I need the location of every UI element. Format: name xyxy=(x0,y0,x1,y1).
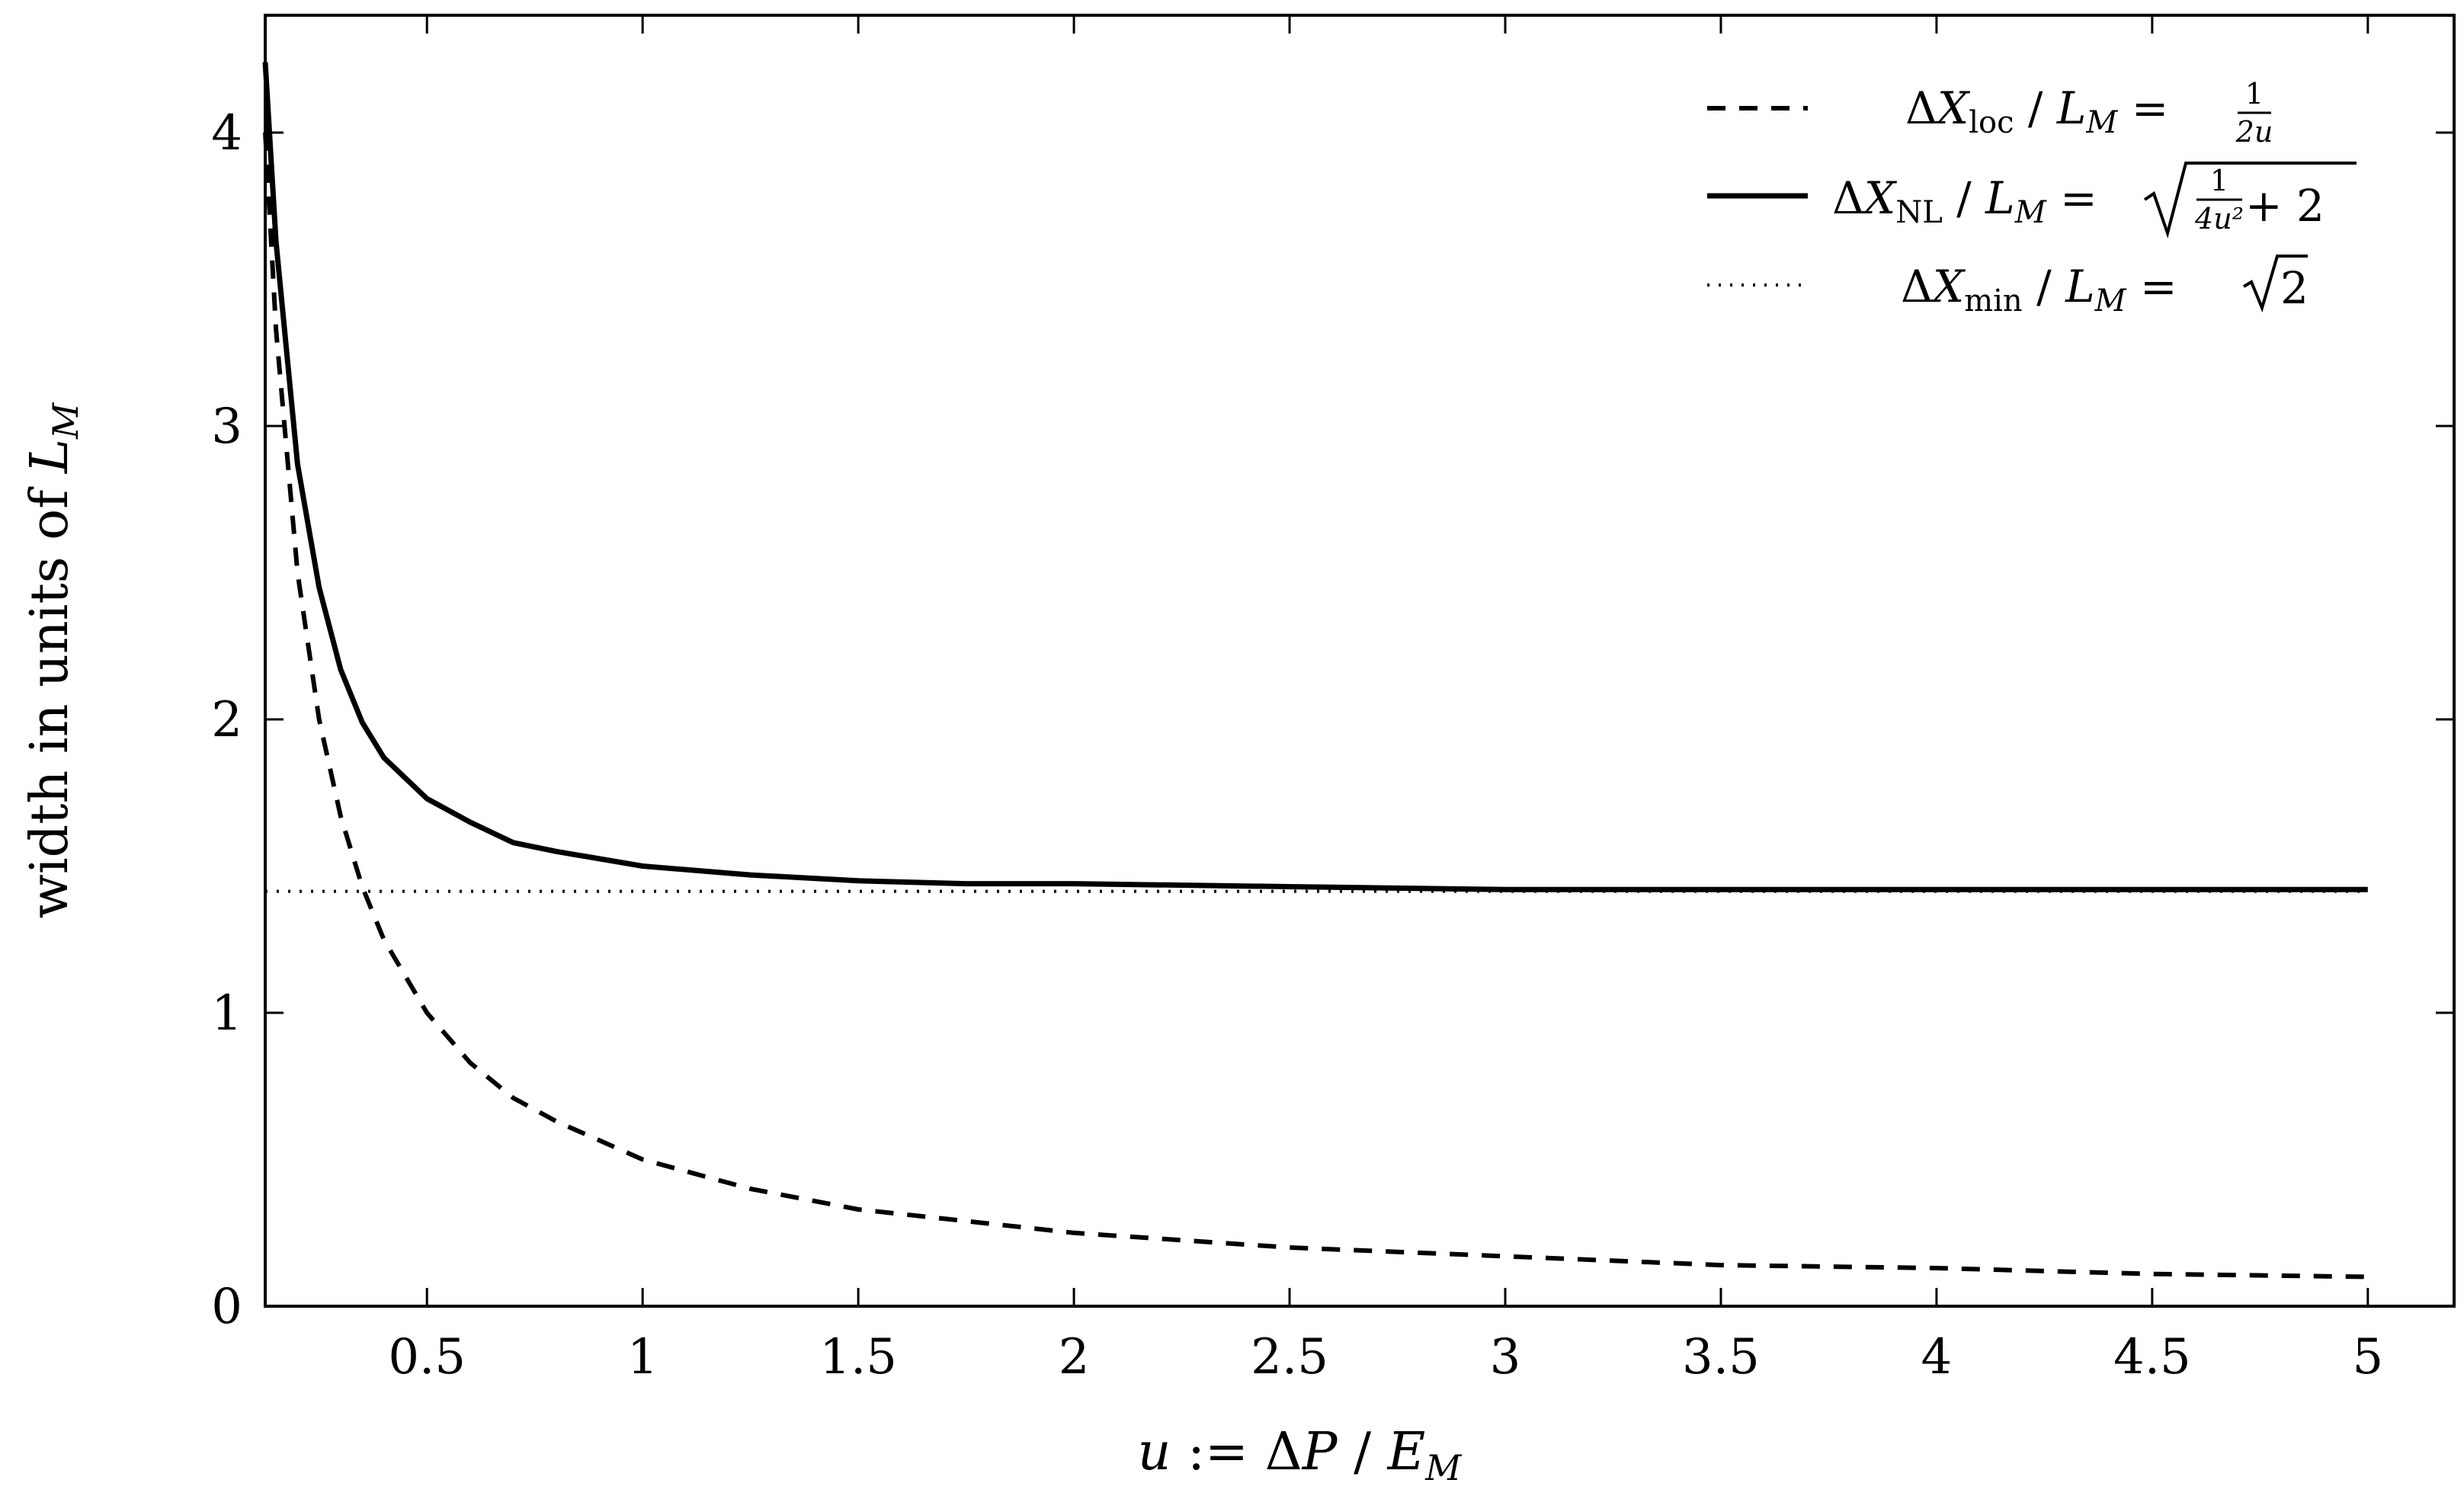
y-label-L: L xyxy=(20,439,80,475)
series-lines xyxy=(262,62,2368,1280)
x-tick-label: 5 xyxy=(2352,1329,2383,1385)
x-tick-label: 4 xyxy=(1921,1329,1953,1385)
x-axis-label: u := ΔP / EM xyxy=(1138,1422,1463,1488)
x-tick-label: 2.5 xyxy=(1251,1329,1328,1385)
legend: ΔXloc / LM = 1 2u ΔXNL / LM = 1 4u² + 2 … xyxy=(1707,77,2357,319)
x-tick-label: 0.5 xyxy=(388,1329,466,1385)
x-tick-label: 3.5 xyxy=(1682,1329,1760,1385)
legend-sqrt-sign-nl xyxy=(2143,162,2357,239)
legend-label-loc: ΔXloc / LM = xyxy=(1905,82,2168,140)
legend-sqrt-sign-min xyxy=(2242,255,2308,313)
y-tick-label: 1 xyxy=(211,985,242,1042)
x-label-slash: / xyxy=(1337,1422,1387,1482)
x-ticks: 0.5 1 1.5 2 2.5 3 3.5 4 4.5 5 xyxy=(388,15,2383,1385)
legend-radicand-min: 2 xyxy=(2280,262,2309,314)
x-label-E: E xyxy=(1386,1422,1426,1482)
legend-label-nl: ΔXNL / LM = xyxy=(1832,172,2097,230)
legend-frac-den-loc: 2u xyxy=(2235,115,2273,149)
x-label-assign: := Δ xyxy=(1171,1422,1302,1482)
x-label-E-sub: M xyxy=(1424,1447,1463,1488)
legend-plus-nl: + 2 xyxy=(2245,180,2325,232)
plot-frame xyxy=(264,14,2456,1308)
x-tick-label: 1.5 xyxy=(819,1329,897,1385)
y-label-text: width in units of xyxy=(20,473,80,918)
legend-frac-den-nl: 4u² xyxy=(2194,202,2244,235)
x-tick-label: 2 xyxy=(1059,1329,1090,1385)
y-axis-label: width in units of LM xyxy=(20,402,86,918)
legend-frac-num-nl: 1 xyxy=(2210,164,2228,197)
x-tick-label: 3 xyxy=(1490,1329,1521,1385)
y-label-L-sub: M xyxy=(45,402,86,440)
series-nl-line xyxy=(262,62,2368,892)
legend-label-min: ΔXmin / LM = xyxy=(1901,261,2177,319)
x-tick-label: 1 xyxy=(627,1329,658,1385)
y-ticks: 0 1 2 3 4 xyxy=(211,105,2454,1335)
x-label-P: P xyxy=(1301,1422,1338,1482)
y-tick-label: 0 xyxy=(211,1279,242,1335)
y-tick-label: 3 xyxy=(211,399,242,455)
x-tick-label: 4.5 xyxy=(2113,1329,2191,1385)
y-tick-label: 2 xyxy=(211,692,242,748)
series-loc-line xyxy=(263,132,2368,1280)
legend-frac-num-loc: 1 xyxy=(2245,77,2264,111)
x-label-var: u xyxy=(1138,1422,1171,1482)
y-tick-label: 4 xyxy=(211,105,242,162)
